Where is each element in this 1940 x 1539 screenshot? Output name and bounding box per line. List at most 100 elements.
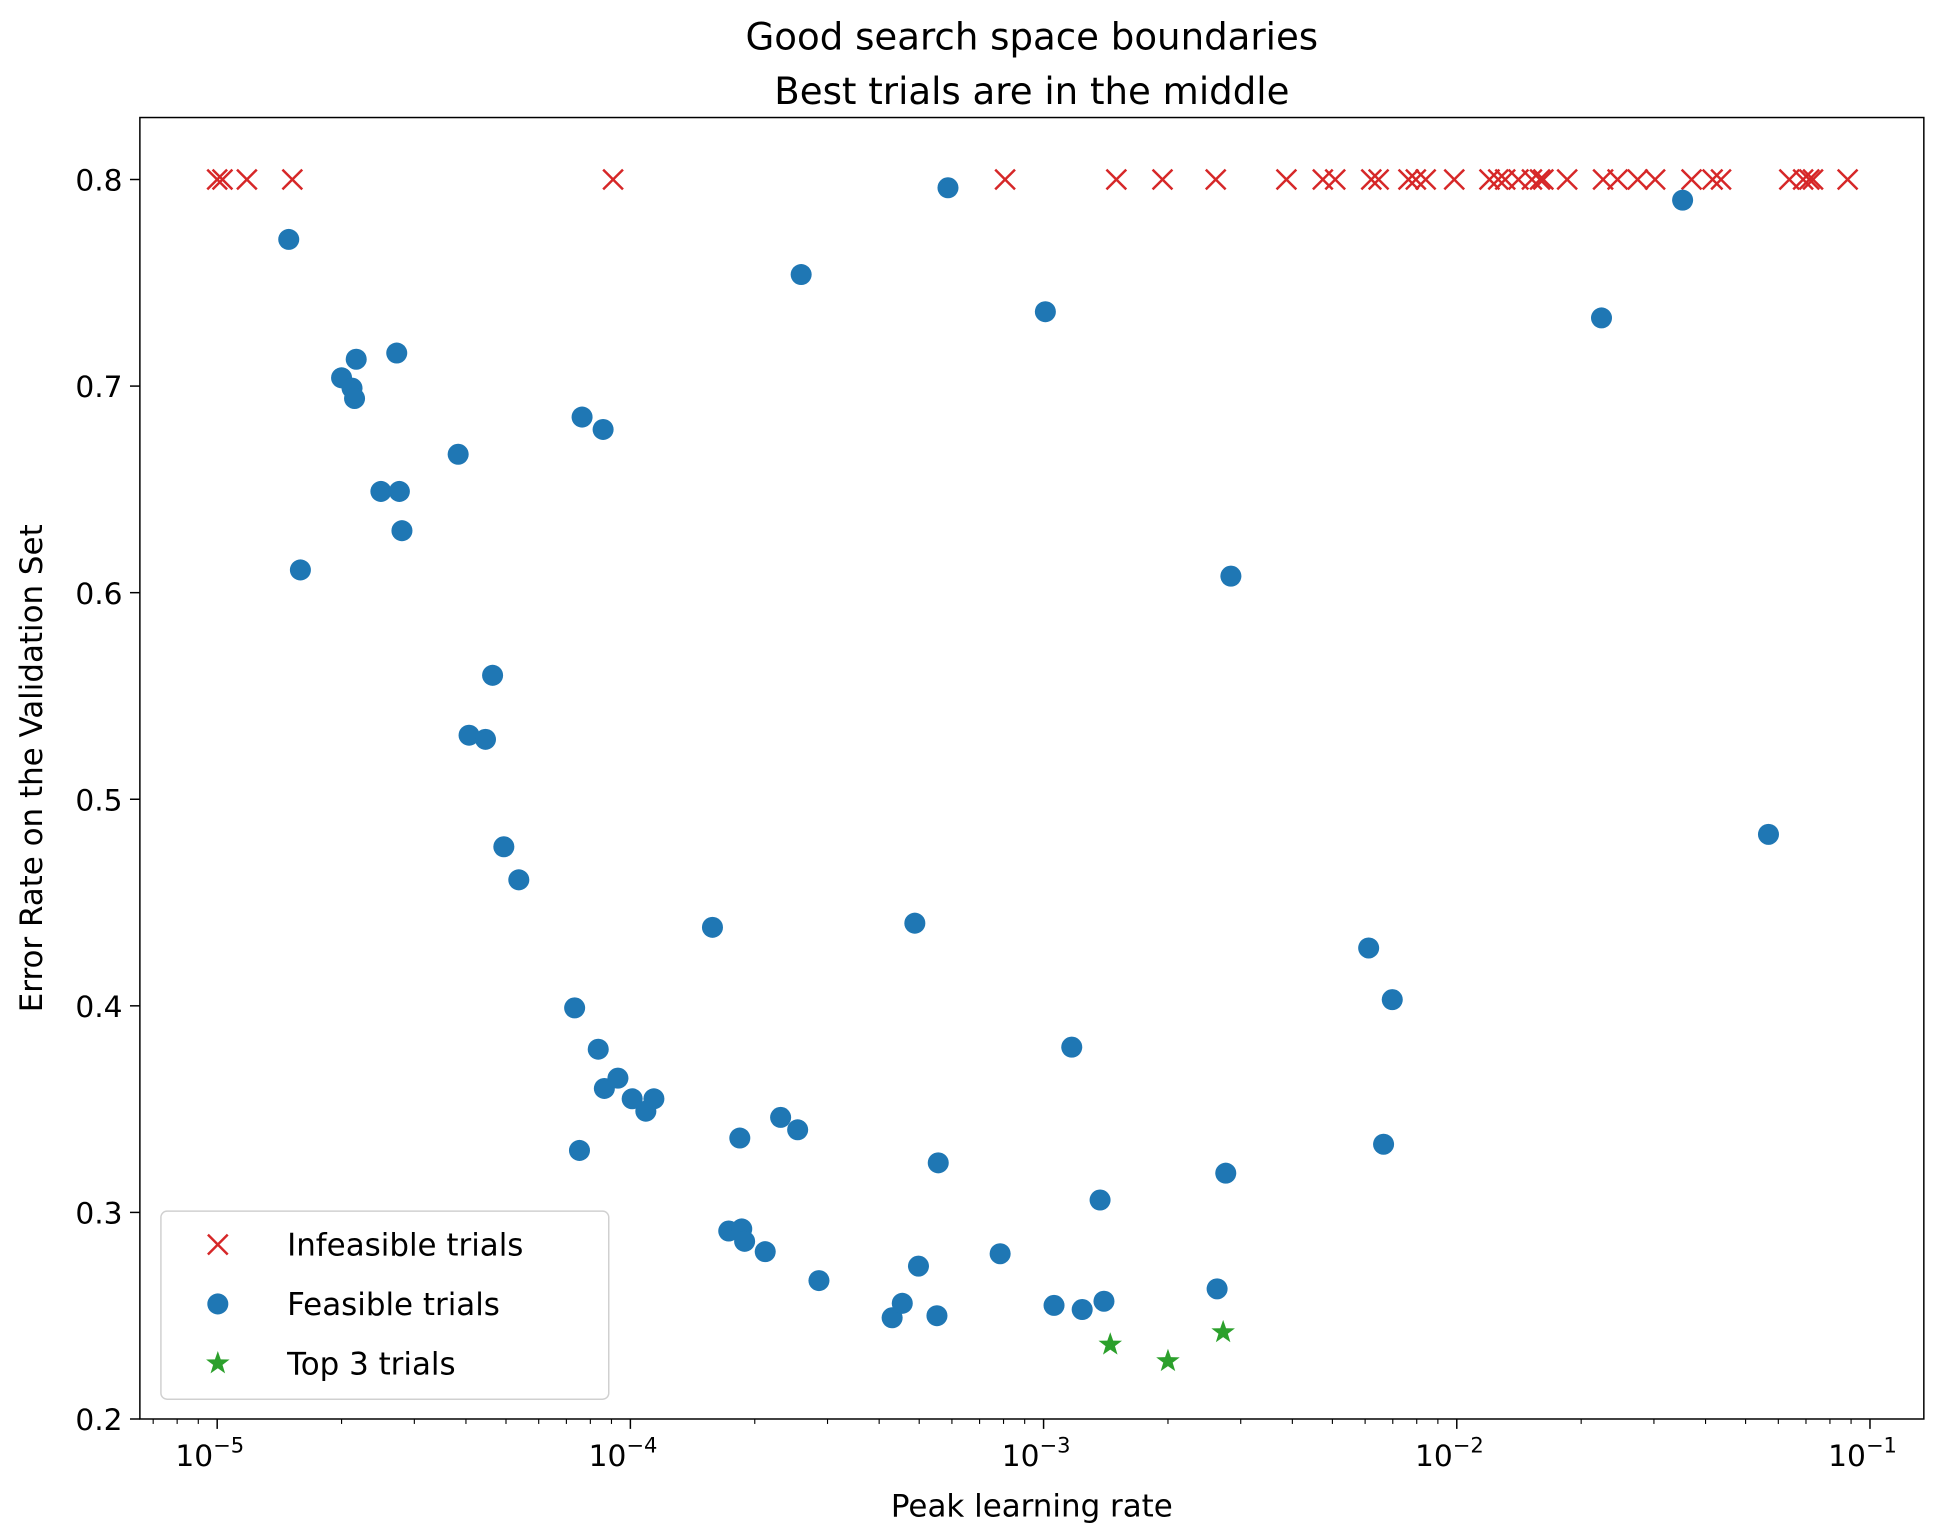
legend-box bbox=[160, 1210, 610, 1400]
data-point bbox=[564, 997, 586, 1019]
legend-marker-circle bbox=[207, 1293, 229, 1315]
x-stroke bbox=[1792, 168, 1814, 191]
data-point bbox=[1626, 168, 1649, 191]
data-point bbox=[1204, 168, 1227, 191]
data-point bbox=[1710, 168, 1732, 191]
data-point bbox=[482, 664, 504, 686]
data-point bbox=[907, 1255, 929, 1277]
data-point bbox=[891, 1292, 913, 1314]
data-point bbox=[1373, 1133, 1395, 1155]
data-point bbox=[1532, 168, 1555, 191]
data-point bbox=[508, 869, 530, 891]
legend: Infeasible trials Feasible trials Top 3 tr… bbox=[160, 1210, 610, 1400]
x-stroke bbox=[1275, 168, 1298, 191]
data-point bbox=[1556, 168, 1578, 191]
data-point bbox=[1206, 1278, 1228, 1300]
x-stroke bbox=[1397, 168, 1420, 191]
data-point bbox=[211, 168, 234, 191]
data-point bbox=[1757, 823, 1779, 845]
data-point bbox=[1590, 307, 1613, 329]
data-point bbox=[278, 228, 300, 250]
x-stroke bbox=[1798, 168, 1821, 191]
x-stroke bbox=[1710, 168, 1732, 191]
data-point bbox=[370, 480, 392, 502]
data-point bbox=[927, 1152, 949, 1174]
data-point bbox=[701, 916, 723, 938]
data-point bbox=[1802, 168, 1824, 191]
data-point bbox=[808, 1270, 830, 1292]
data-point bbox=[1358, 937, 1380, 959]
x-stroke bbox=[1606, 168, 1629, 191]
x-stroke bbox=[1529, 168, 1551, 191]
data-point bbox=[607, 1067, 629, 1089]
data-point bbox=[1211, 1319, 1235, 1343]
x-stroke bbox=[1478, 168, 1501, 191]
data-point bbox=[345, 348, 367, 370]
data-point bbox=[904, 912, 926, 934]
x-tick-label: 10−4 bbox=[589, 1432, 658, 1474]
legend-item: Feasible trials bbox=[207, 1287, 500, 1323]
data-point bbox=[1798, 168, 1821, 191]
data-point bbox=[1043, 1294, 1065, 1316]
data-point bbox=[1606, 168, 1629, 191]
x-tick-label: 10−1 bbox=[1828, 1432, 1897, 1474]
x-stroke bbox=[1443, 168, 1466, 191]
data-point bbox=[447, 443, 469, 465]
data-point bbox=[770, 1106, 792, 1128]
chart-title-line-2: Best trials are in the middle bbox=[774, 70, 1289, 113]
data-point bbox=[790, 264, 812, 286]
x-stroke bbox=[1204, 168, 1227, 191]
data-point bbox=[989, 1243, 1011, 1265]
data-point bbox=[1701, 168, 1724, 191]
data-point bbox=[592, 418, 614, 440]
legend-label: Infeasible trials bbox=[287, 1228, 523, 1264]
x-stroke bbox=[211, 168, 234, 191]
data-point bbox=[571, 406, 593, 428]
data-point bbox=[1324, 168, 1347, 191]
plot-frame bbox=[139, 116, 1925, 1420]
x-stroke bbox=[1701, 168, 1724, 191]
data-point bbox=[1414, 168, 1437, 191]
y-tick-label: 0.4 bbox=[75, 990, 122, 1025]
legend-item: Infeasible trials bbox=[207, 1228, 523, 1264]
legend-marker-x bbox=[207, 1233, 229, 1256]
data-point bbox=[787, 1119, 809, 1141]
data-point bbox=[344, 387, 366, 409]
plot-marks bbox=[206, 168, 1859, 1372]
x-stroke bbox=[1367, 168, 1390, 191]
x-stroke bbox=[1360, 168, 1383, 191]
data-point bbox=[1487, 168, 1510, 191]
data-point bbox=[1397, 168, 1420, 191]
x-stroke bbox=[207, 1233, 229, 1256]
data-point bbox=[1220, 565, 1242, 587]
data-point bbox=[1405, 168, 1427, 191]
data-point bbox=[1061, 1036, 1083, 1058]
legend-item: Top 3 trials bbox=[206, 1346, 456, 1382]
data-point bbox=[729, 1127, 751, 1149]
data-point bbox=[1151, 168, 1174, 191]
data-point bbox=[458, 724, 480, 746]
data-point bbox=[602, 168, 624, 191]
x-stroke bbox=[1680, 168, 1703, 191]
data-point bbox=[1156, 1348, 1180, 1372]
y-tick-label: 0.5 bbox=[75, 783, 122, 818]
data-point bbox=[1792, 168, 1814, 191]
data-point bbox=[1672, 189, 1694, 211]
data-point bbox=[1105, 168, 1128, 191]
data-point bbox=[643, 1088, 665, 1110]
data-point bbox=[289, 559, 311, 581]
x-stroke bbox=[1626, 168, 1649, 191]
data-point bbox=[1443, 168, 1466, 191]
series-top-3-trials bbox=[1098, 1319, 1235, 1372]
series-feasible-trials bbox=[278, 177, 1779, 1329]
data-point bbox=[1836, 168, 1859, 191]
x-stroke bbox=[1324, 168, 1347, 191]
data-point bbox=[1521, 168, 1543, 191]
data-point bbox=[937, 177, 959, 199]
data-point bbox=[1529, 168, 1551, 191]
x-stroke bbox=[1105, 168, 1128, 191]
x-stroke bbox=[206, 168, 228, 191]
x-tick-label: 10−2 bbox=[1415, 1432, 1484, 1474]
chart-title-line-1: Good search space boundaries bbox=[746, 15, 1319, 58]
y-tick-label: 0.2 bbox=[75, 1403, 122, 1438]
